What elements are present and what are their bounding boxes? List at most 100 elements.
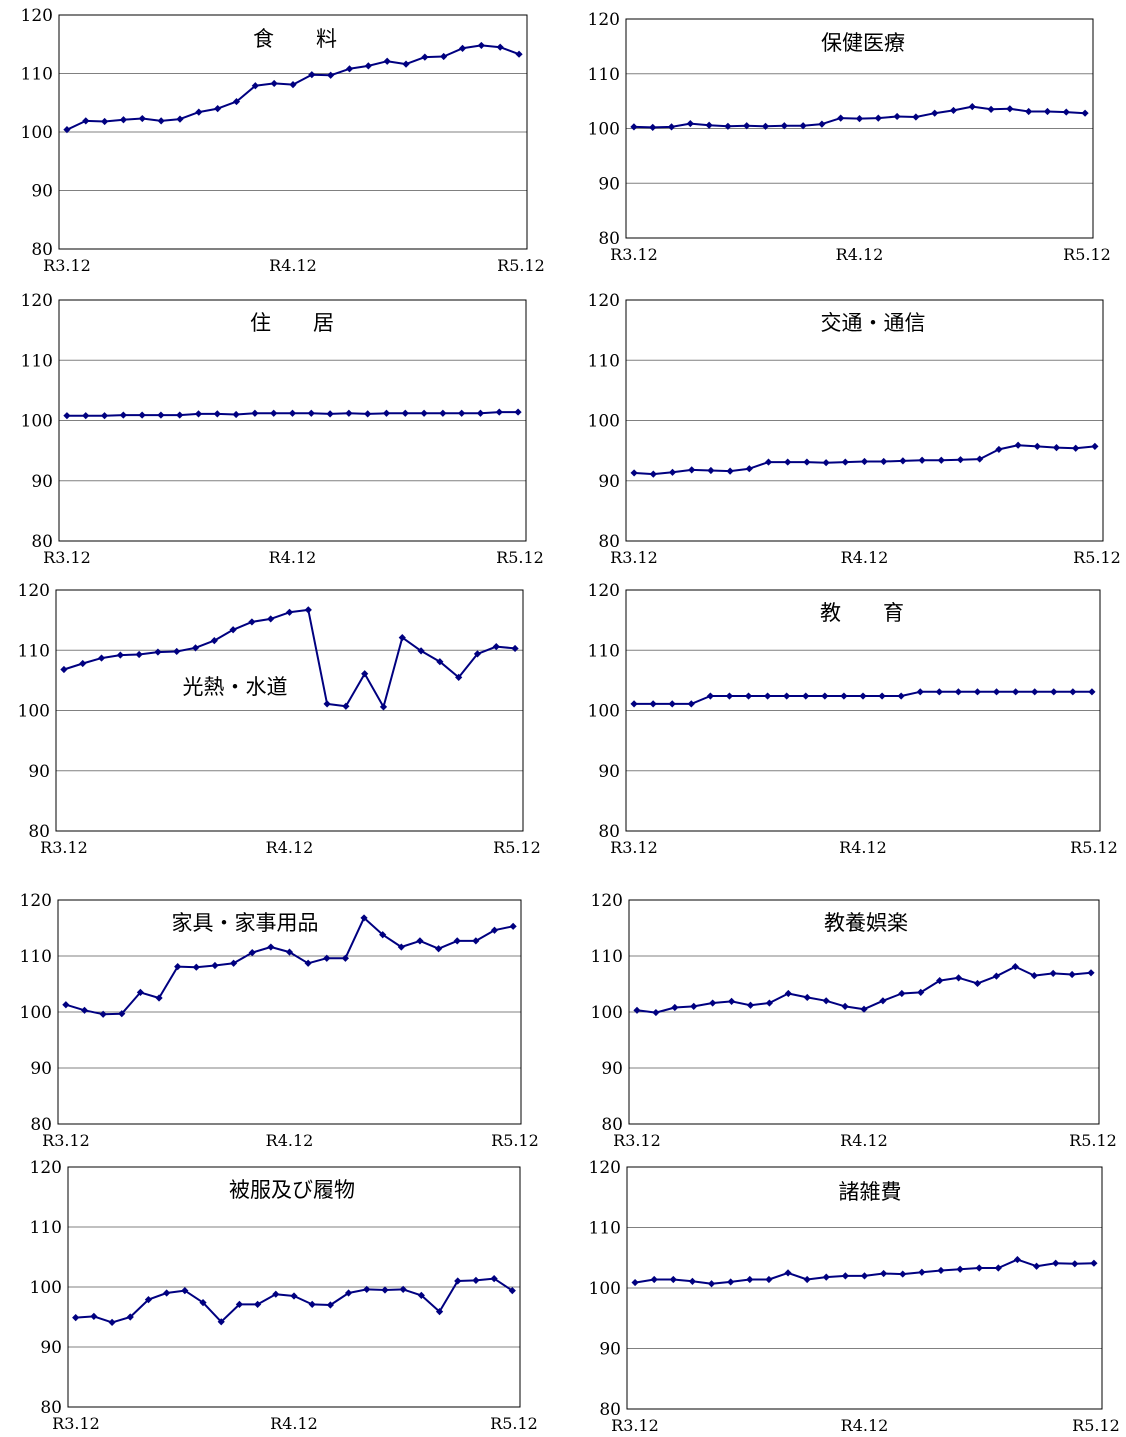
data-point	[1006, 105, 1014, 113]
data-point	[382, 409, 391, 417]
y-tick-label: 90	[40, 1338, 62, 1358]
data-point	[1033, 442, 1041, 451]
data-point	[780, 122, 788, 130]
data-point	[436, 658, 444, 666]
data-point	[936, 977, 944, 985]
y-tick-label: 100	[588, 120, 620, 140]
data-point	[650, 1275, 658, 1284]
data-point	[251, 409, 259, 417]
data-point	[399, 1285, 407, 1293]
data-point	[917, 988, 925, 996]
y-tick-label: 120	[20, 891, 52, 911]
y-tick-label: 80	[28, 822, 50, 842]
y-tick-label: 90	[598, 174, 620, 194]
data-point	[116, 651, 124, 659]
data-point	[341, 954, 350, 962]
data-point	[841, 458, 849, 466]
data-point	[918, 1268, 926, 1276]
data-point	[1013, 1255, 1022, 1264]
data-point	[176, 411, 184, 419]
chart-title: 被服及び履物	[229, 1178, 355, 1202]
chart-title: 光熱・水道	[183, 675, 288, 699]
data-point	[421, 53, 429, 61]
data-point	[288, 409, 297, 417]
data-point	[1072, 444, 1080, 452]
data-point	[509, 922, 517, 930]
data-point	[860, 1272, 869, 1280]
x-tick-label: R3.12	[52, 1414, 100, 1433]
y-tick-label: 110	[21, 351, 53, 371]
data-point	[1012, 688, 1020, 696]
data-point	[379, 931, 387, 939]
data-point	[761, 122, 770, 130]
chart-8: 120 110 100 90 80 R3.12 R4.12 R5.12 教養娯楽	[579, 888, 1117, 1152]
data-point	[118, 1010, 126, 1018]
x-tick-label: R3.12	[43, 256, 91, 275]
data-point	[1052, 444, 1061, 452]
chart-4: 120 110 100 90 80 R3.12 R4.12 R5.12 交通・通信	[576, 288, 1121, 569]
chart-title: 交通・通信	[821, 311, 926, 335]
data-point	[511, 644, 519, 653]
plot-frame	[626, 1166, 1103, 1410]
data-point	[119, 411, 127, 419]
data-point	[994, 1264, 1002, 1272]
data-point	[746, 1275, 754, 1284]
data-point	[157, 411, 165, 419]
data-point	[995, 445, 1003, 454]
y-tick-label: 80	[30, 1115, 52, 1135]
data-point	[954, 974, 963, 982]
data-point	[217, 1318, 225, 1326]
data-point	[687, 700, 695, 708]
data-point	[630, 700, 638, 708]
x-tick-label: R4.12	[841, 548, 889, 567]
data-point	[272, 1290, 280, 1298]
data-point	[364, 62, 372, 70]
data-point	[860, 1005, 868, 1013]
data-point	[270, 79, 278, 88]
data-point	[893, 112, 901, 121]
data-point	[880, 457, 888, 466]
data-point	[745, 465, 753, 473]
data-point	[898, 989, 906, 998]
data-point	[1068, 970, 1076, 979]
data-point	[181, 1287, 189, 1295]
data-point	[176, 115, 184, 123]
chart-title: 教 育	[820, 601, 904, 625]
plot-frame	[628, 899, 1100, 1125]
data-point	[308, 1300, 316, 1308]
data-point	[649, 470, 657, 478]
series-line	[75, 1277, 513, 1324]
data-point	[878, 692, 886, 700]
x-tick-label: R4.12	[840, 1131, 888, 1150]
data-point	[1069, 688, 1077, 696]
data-point	[1011, 963, 1019, 971]
data-point	[668, 700, 676, 708]
y-tick-label: 110	[588, 641, 620, 661]
data-point	[101, 117, 109, 126]
data-point	[254, 1300, 262, 1308]
data-point	[304, 606, 312, 614]
x-tick-label: R4.12	[836, 245, 884, 264]
data-point	[80, 1006, 89, 1014]
data-point	[899, 457, 907, 465]
data-point	[199, 1299, 207, 1307]
x-tick-label: R4.12	[841, 1416, 889, 1435]
y-tick-label: 100	[589, 1279, 621, 1299]
y-tick-label: 90	[28, 762, 50, 782]
data-point	[1025, 107, 1033, 116]
data-point	[860, 457, 869, 466]
x-tick-label: R3.12	[43, 548, 91, 567]
data-point	[453, 937, 461, 945]
y-tick-label: 100	[21, 123, 53, 143]
y-tick-label: 90	[598, 762, 620, 782]
data-point	[916, 688, 924, 696]
data-point	[345, 65, 354, 73]
data-point	[163, 1289, 171, 1297]
data-point	[477, 41, 485, 50]
x-tick-label: R4.12	[839, 838, 887, 857]
data-point	[744, 692, 753, 700]
